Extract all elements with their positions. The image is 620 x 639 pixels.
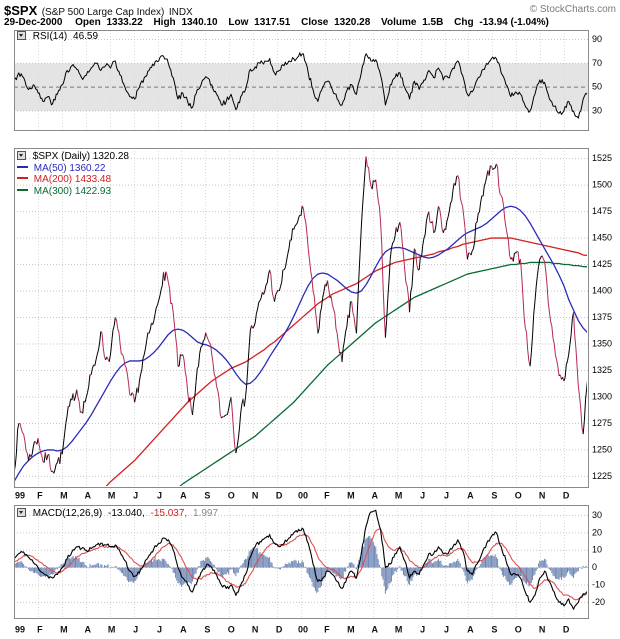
exchange: INDX — [168, 7, 193, 18]
legend-ma200[interactable]: MA(200) 1433.48 — [17, 174, 129, 186]
macd-value-2: -15.037, — [150, 508, 188, 519]
price-panel-toggle-icon[interactable] — [17, 151, 26, 160]
ma50-swatch-icon — [17, 165, 28, 168]
macd-panel-toggle-icon[interactable] — [17, 508, 26, 517]
rsi-panel-label: RSI(14) 46.59 — [17, 31, 98, 42]
symbol-name: (S&P 500 Large Cap Index) — [41, 7, 165, 18]
rsi-name: RSI(14) — [32, 31, 68, 42]
price-legend: $SPX (Daily) 1320.28 MA(50) 1360.22 MA(2… — [17, 151, 129, 197]
rsi-panel-toggle-icon[interactable] — [17, 31, 26, 40]
chart-header: $SPX (S&P 500 Large Cap Index) INDX — [4, 2, 193, 20]
rsi-value: 46.59 — [73, 31, 99, 42]
high-label: High — [153, 17, 176, 28]
low-label: Low — [228, 17, 249, 28]
low-value: 1317.51 — [254, 17, 291, 28]
volume-label: Volume — [381, 17, 417, 28]
legend-ma50[interactable]: MA(50) 1360.22 — [17, 163, 129, 175]
ma300-swatch-icon — [17, 188, 28, 191]
copyright: © StockCharts.com — [529, 4, 616, 15]
legend-ma300[interactable]: MA(300) 1422.93 — [17, 186, 129, 198]
macd-name: MACD(12,26,9) — [32, 508, 103, 519]
legend-ma50-label: MA(50) 1360.22 — [33, 162, 106, 174]
macd-panel-label: MACD(12,26,9) -13.040, -15.037, 1.997 — [17, 508, 218, 519]
macd-value-3: 1.997 — [193, 508, 219, 519]
quote-row: 29-Dec-2000 Open 1333.22 High 1340.10 Lo… — [4, 17, 557, 28]
volume-value: 1.5B — [422, 17, 444, 28]
macd-value-1: -13.040, — [108, 508, 145, 519]
close-label: Close — [301, 17, 329, 28]
chg-label: Chg — [454, 17, 474, 28]
open-label: Open — [75, 17, 101, 28]
symbol: $SPX — [4, 3, 38, 18]
legend-ma200-label: MA(200) 1433.48 — [33, 174, 112, 185]
quote-date: 29-Dec-2000 — [4, 17, 63, 28]
open-value: 1333.22 — [106, 17, 143, 28]
legend-spx[interactable]: $SPX (Daily) 1320.28 — [17, 151, 129, 163]
legend-spx-label: $SPX (Daily) 1320.28 — [32, 151, 129, 162]
chg-value: -13.94 (-1.04%) — [479, 17, 549, 28]
close-value: 1320.28 — [334, 17, 371, 28]
ma200-swatch-icon — [17, 177, 28, 179]
legend-ma300-label: MA(300) 1422.93 — [33, 185, 112, 197]
high-value: 1340.10 — [181, 17, 218, 28]
